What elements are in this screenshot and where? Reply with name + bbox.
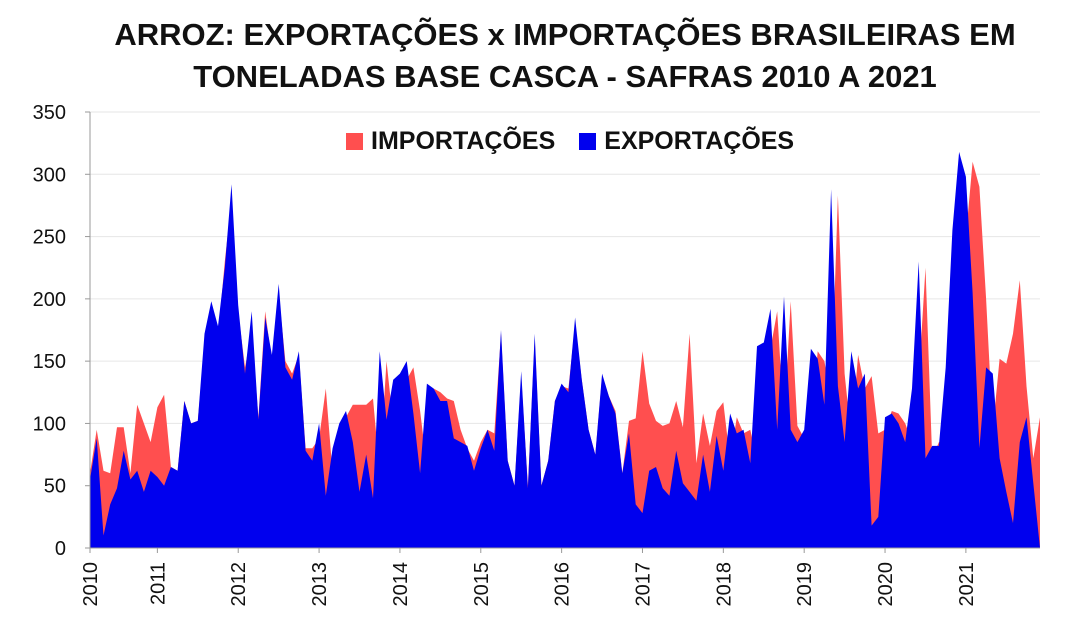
chart-title: ARROZ: EXPORTAÇÕES x IMPORTAÇÕES BRASILE… bbox=[90, 14, 1040, 98]
y-tick-label-250: 250 bbox=[33, 227, 66, 249]
x-tick-label-2011: 2011 bbox=[147, 562, 169, 605]
axes bbox=[89, 112, 1040, 549]
y-ticks: 0 50 100 150 200 250 300 350 bbox=[33, 102, 90, 560]
y-tick-label-200: 200 bbox=[33, 289, 66, 311]
plot-areas bbox=[90, 151, 1040, 549]
y-tick-label-300: 300 bbox=[33, 164, 66, 186]
y-tick-label-350: 350 bbox=[33, 102, 66, 124]
series-area-exports bbox=[90, 151, 1040, 548]
x-ticks: 2010 2011 2012 2013 2014 2015 2016 2017 2018 2019… bbox=[80, 548, 978, 607]
y-tick-label-150: 150 bbox=[33, 351, 66, 373]
legend-item-exports: EXPORTAÇÕES bbox=[579, 127, 794, 156]
x-tick-label-2016: 2016 bbox=[552, 562, 574, 607]
x-tick-label-2013: 2013 bbox=[309, 562, 331, 607]
x-tick-label-2014: 2014 bbox=[390, 562, 412, 607]
x-tick-label-2020: 2020 bbox=[875, 562, 897, 607]
legend-label-exports: EXPORTAÇÕES bbox=[604, 127, 795, 155]
x-tick-label-2017: 2017 bbox=[632, 562, 654, 607]
x-tick-label-2012: 2012 bbox=[228, 562, 250, 607]
chart-title-line-1: ARROZ: EXPORTAÇÕES x IMPORTAÇÕES BRASILE… bbox=[114, 17, 1016, 52]
x-tick-label-2021: 2021 bbox=[956, 562, 978, 607]
legend-swatch-imports bbox=[346, 133, 363, 150]
y-tick-label-50: 50 bbox=[44, 476, 66, 498]
y-tick-label-0: 0 bbox=[55, 538, 66, 560]
chart-title-line-2: TONELADAS BASE CASCA - SAFRAS 2010 A 202… bbox=[193, 59, 937, 94]
legend-item-imports: IMPORTAÇÕES bbox=[346, 127, 555, 156]
x-tick-label-2018: 2018 bbox=[713, 562, 735, 607]
x-tick-label-2019: 2019 bbox=[794, 562, 816, 607]
legend: IMPORTAÇÕES EXPORTAÇÕES bbox=[346, 127, 818, 156]
x-tick-label-2015: 2015 bbox=[471, 562, 493, 607]
legend-swatch-exports bbox=[579, 133, 597, 150]
legend-label-imports: IMPORTAÇÕES bbox=[371, 127, 556, 155]
x-tick-label-2010: 2010 bbox=[80, 562, 102, 607]
y-tick-label-100: 100 bbox=[33, 413, 66, 435]
